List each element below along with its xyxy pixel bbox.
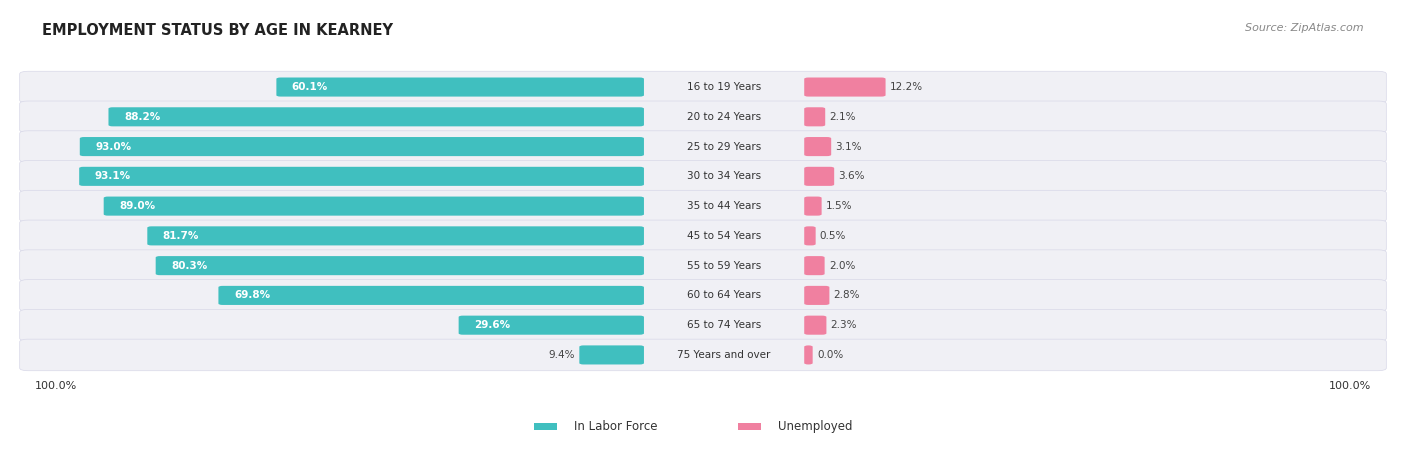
Text: 60.1%: 60.1% [292, 82, 328, 92]
FancyBboxPatch shape [534, 423, 557, 430]
FancyBboxPatch shape [148, 226, 644, 245]
Text: 35 to 44 Years: 35 to 44 Years [688, 201, 761, 211]
FancyBboxPatch shape [20, 280, 1386, 311]
Text: EMPLOYMENT STATUS BY AGE IN KEARNEY: EMPLOYMENT STATUS BY AGE IN KEARNEY [42, 23, 394, 37]
FancyBboxPatch shape [804, 137, 831, 156]
FancyBboxPatch shape [20, 131, 1386, 162]
Text: 16 to 19 Years: 16 to 19 Years [688, 82, 761, 92]
FancyBboxPatch shape [804, 167, 834, 186]
Text: 12.2%: 12.2% [890, 82, 922, 92]
Text: 100.0%: 100.0% [35, 381, 77, 391]
FancyBboxPatch shape [20, 339, 1386, 371]
Text: 100.0%: 100.0% [1329, 381, 1371, 391]
FancyBboxPatch shape [20, 220, 1386, 252]
Text: 3.6%: 3.6% [838, 171, 865, 181]
FancyBboxPatch shape [804, 197, 821, 216]
Text: In Labor Force: In Labor Force [574, 420, 657, 433]
FancyBboxPatch shape [20, 190, 1386, 222]
FancyBboxPatch shape [277, 78, 644, 97]
FancyBboxPatch shape [738, 423, 761, 430]
Text: 93.0%: 93.0% [96, 142, 131, 152]
Text: 30 to 34 Years: 30 to 34 Years [688, 171, 761, 181]
FancyBboxPatch shape [80, 137, 644, 156]
Text: 55 to 59 Years: 55 to 59 Years [688, 261, 761, 271]
Text: 45 to 54 Years: 45 to 54 Years [688, 231, 761, 241]
FancyBboxPatch shape [218, 286, 644, 305]
Text: 88.2%: 88.2% [124, 112, 160, 122]
FancyBboxPatch shape [20, 101, 1386, 133]
FancyBboxPatch shape [804, 345, 813, 364]
Text: 69.8%: 69.8% [233, 290, 270, 300]
FancyBboxPatch shape [804, 226, 815, 245]
Text: 0.0%: 0.0% [817, 350, 844, 360]
FancyBboxPatch shape [104, 197, 644, 216]
FancyBboxPatch shape [156, 256, 644, 275]
Text: 29.6%: 29.6% [474, 320, 510, 330]
Text: Source: ZipAtlas.com: Source: ZipAtlas.com [1246, 23, 1364, 32]
Text: 80.3%: 80.3% [172, 261, 208, 271]
FancyBboxPatch shape [20, 71, 1386, 103]
Text: 2.0%: 2.0% [828, 261, 855, 271]
FancyBboxPatch shape [804, 316, 827, 335]
Text: 2.1%: 2.1% [830, 112, 856, 122]
Text: 75 Years and over: 75 Years and over [678, 350, 770, 360]
Text: 25 to 29 Years: 25 to 29 Years [688, 142, 761, 152]
Text: 2.8%: 2.8% [834, 290, 860, 300]
Text: 3.1%: 3.1% [835, 142, 862, 152]
Text: 60 to 64 Years: 60 to 64 Years [688, 290, 761, 300]
Text: 65 to 74 Years: 65 to 74 Years [688, 320, 761, 330]
FancyBboxPatch shape [804, 286, 830, 305]
Text: 0.5%: 0.5% [820, 231, 846, 241]
FancyBboxPatch shape [79, 167, 644, 186]
Text: 81.7%: 81.7% [163, 231, 200, 241]
FancyBboxPatch shape [458, 316, 644, 335]
FancyBboxPatch shape [579, 345, 644, 364]
FancyBboxPatch shape [20, 250, 1386, 281]
Text: 89.0%: 89.0% [120, 201, 155, 211]
FancyBboxPatch shape [804, 107, 825, 126]
FancyBboxPatch shape [20, 309, 1386, 341]
Text: 20 to 24 Years: 20 to 24 Years [688, 112, 761, 122]
Text: 1.5%: 1.5% [825, 201, 852, 211]
FancyBboxPatch shape [804, 256, 824, 275]
FancyBboxPatch shape [804, 78, 886, 97]
FancyBboxPatch shape [108, 107, 644, 126]
FancyBboxPatch shape [20, 161, 1386, 192]
Text: 93.1%: 93.1% [94, 171, 131, 181]
Text: 2.3%: 2.3% [831, 320, 858, 330]
Text: 9.4%: 9.4% [548, 350, 575, 360]
Text: Unemployed: Unemployed [778, 420, 852, 433]
